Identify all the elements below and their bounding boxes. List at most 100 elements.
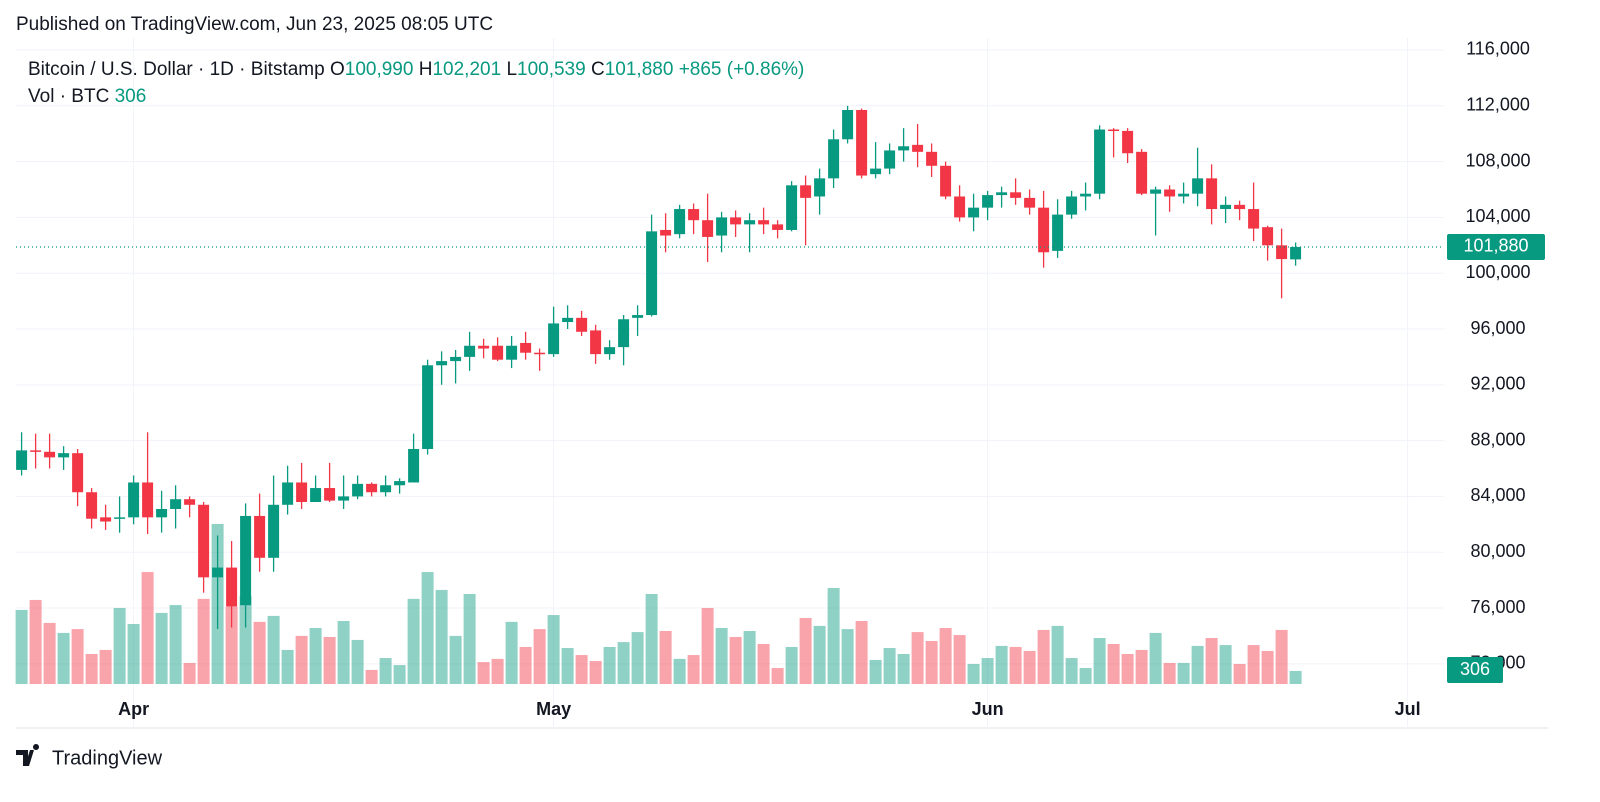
candle-body <box>156 508 168 518</box>
candle-body <box>842 109 854 140</box>
volume-bar <box>617 642 630 684</box>
brand: TradingView <box>52 747 163 769</box>
candle-body <box>128 482 140 518</box>
candle-body <box>744 220 756 225</box>
volume-bar <box>995 645 1008 684</box>
volume-bar <box>15 609 28 684</box>
candle-body <box>254 515 266 558</box>
candle-body <box>548 323 560 355</box>
y-tick-label: 76,000 <box>1470 597 1525 617</box>
volume-bar <box>1009 646 1022 684</box>
volume-bar <box>883 648 896 684</box>
candle-body <box>604 347 616 355</box>
volume-bar <box>1289 670 1302 684</box>
volume-bar <box>645 593 658 684</box>
volume-bar <box>939 628 952 684</box>
volume-bar <box>869 659 882 684</box>
volume-bar <box>1037 629 1050 684</box>
candle-body <box>1052 214 1064 251</box>
candle-body <box>912 144 924 152</box>
candle-body <box>660 229 672 236</box>
candle-body <box>800 185 812 198</box>
candle-body <box>240 515 252 606</box>
candle-body <box>884 150 896 169</box>
volume-bar <box>673 658 686 684</box>
volume-bar <box>225 606 238 684</box>
candle-body <box>1080 193 1092 197</box>
logo <box>16 744 40 766</box>
volume-bar <box>981 658 994 684</box>
price-tag-label: 101,880 <box>1463 236 1528 256</box>
candle-body <box>674 209 686 235</box>
candle-body <box>506 345 518 360</box>
volume-bar <box>1107 643 1120 684</box>
volume-tag-label: 306 <box>1460 659 1490 679</box>
volume-bar <box>771 668 784 684</box>
x-tick-label: Jul <box>1395 699 1421 719</box>
close-prefix: C <box>591 59 605 80</box>
volume-bar <box>505 621 518 684</box>
candle-body <box>16 450 28 470</box>
candle-body <box>282 482 294 505</box>
y-tick-label: 84,000 <box>1470 485 1525 505</box>
y-tick-label: 80,000 <box>1470 541 1525 561</box>
candle-body <box>394 481 406 486</box>
candle-body <box>30 450 42 452</box>
candle-body <box>1150 189 1162 194</box>
volume-bar <box>155 612 168 684</box>
candle-body <box>940 165 952 197</box>
y-tick-label: 108,000 <box>1465 150 1530 170</box>
volume-bar <box>897 653 910 684</box>
candle-body <box>996 192 1008 196</box>
plot <box>15 38 1444 728</box>
candle-body <box>1010 192 1022 198</box>
candle-body <box>170 499 182 509</box>
volume-bar <box>603 646 616 684</box>
volume-bar <box>477 662 490 684</box>
volume-bar <box>1177 662 1190 684</box>
volume-bar <box>267 615 280 684</box>
candle-body <box>576 317 588 332</box>
volume-bar <box>365 669 378 684</box>
candle-body <box>1094 129 1106 194</box>
volume-bar <box>813 625 826 684</box>
candle-body <box>870 168 882 175</box>
candle-body <box>1108 129 1120 132</box>
volume-bar <box>547 615 560 684</box>
volume-bar <box>421 572 434 684</box>
price-tag <box>1447 233 1545 260</box>
volume-bar <box>743 631 756 684</box>
candle-body <box>226 567 238 607</box>
candle-body <box>1290 246 1302 260</box>
x-tick-label: Jun <box>972 699 1004 719</box>
candle-body <box>1234 204 1246 210</box>
volume-bar <box>687 655 700 684</box>
volume-bar <box>1051 625 1064 684</box>
volume-bar <box>43 622 56 684</box>
candle-body <box>478 345 490 349</box>
volume-bar <box>1275 629 1288 684</box>
candle-body <box>688 209 700 221</box>
candle-body <box>1038 207 1050 253</box>
volume-bar <box>519 646 532 684</box>
candle-body <box>100 517 112 522</box>
candle-body <box>380 485 392 493</box>
volume-bar <box>113 608 126 684</box>
candle-body <box>730 217 742 225</box>
candle-body <box>1122 130 1134 154</box>
volume-bar <box>1121 653 1134 684</box>
candle-body <box>1192 178 1204 194</box>
candle-body <box>828 139 840 179</box>
candle-body <box>926 151 938 166</box>
symbol: Bitcoin / U.S. Dollar · 1D · Bitstamp <box>28 59 325 80</box>
candle-body <box>1066 196 1078 215</box>
y-tick-label: 116,000 <box>1466 39 1530 59</box>
open-value: 100,990 <box>345 59 414 80</box>
high-value: 102,201 <box>432 59 501 80</box>
candle-body <box>450 356 462 362</box>
candle-body <box>716 217 728 236</box>
low-value: 100,539 <box>517 59 586 80</box>
candle-body <box>44 451 56 458</box>
candle-body <box>772 224 784 230</box>
